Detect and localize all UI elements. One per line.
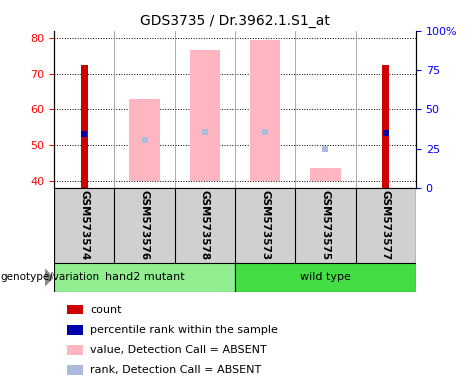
Text: GSM573577: GSM573577 [381, 190, 391, 261]
Polygon shape [45, 269, 53, 286]
Bar [67, 345, 83, 355]
Text: GSM573573: GSM573573 [260, 190, 270, 260]
Bar [129, 99, 160, 181]
Bar [67, 325, 83, 334]
Text: genotype/variation: genotype/variation [0, 272, 100, 283]
Bar [250, 40, 280, 181]
Bar [81, 65, 87, 188]
Bar [235, 263, 416, 292]
Text: GSM573575: GSM573575 [321, 190, 330, 260]
Bar [67, 365, 83, 375]
Bar [67, 305, 83, 314]
Text: hand2 mutant: hand2 mutant [105, 272, 184, 283]
Bar [310, 169, 341, 181]
Text: count: count [90, 305, 121, 314]
Text: GSM573574: GSM573574 [79, 190, 89, 261]
Bar [190, 50, 220, 181]
Text: GSM573578: GSM573578 [200, 190, 210, 260]
Text: percentile rank within the sample: percentile rank within the sample [90, 325, 278, 335]
Text: GSM573576: GSM573576 [140, 190, 149, 260]
Text: rank, Detection Call = ABSENT: rank, Detection Call = ABSENT [90, 365, 261, 375]
Text: value, Detection Call = ABSENT: value, Detection Call = ABSENT [90, 345, 266, 355]
Text: wild type: wild type [300, 272, 351, 283]
Title: GDS3735 / Dr.3962.1.S1_at: GDS3735 / Dr.3962.1.S1_at [140, 14, 330, 28]
Bar [383, 65, 389, 188]
Bar [54, 263, 235, 292]
